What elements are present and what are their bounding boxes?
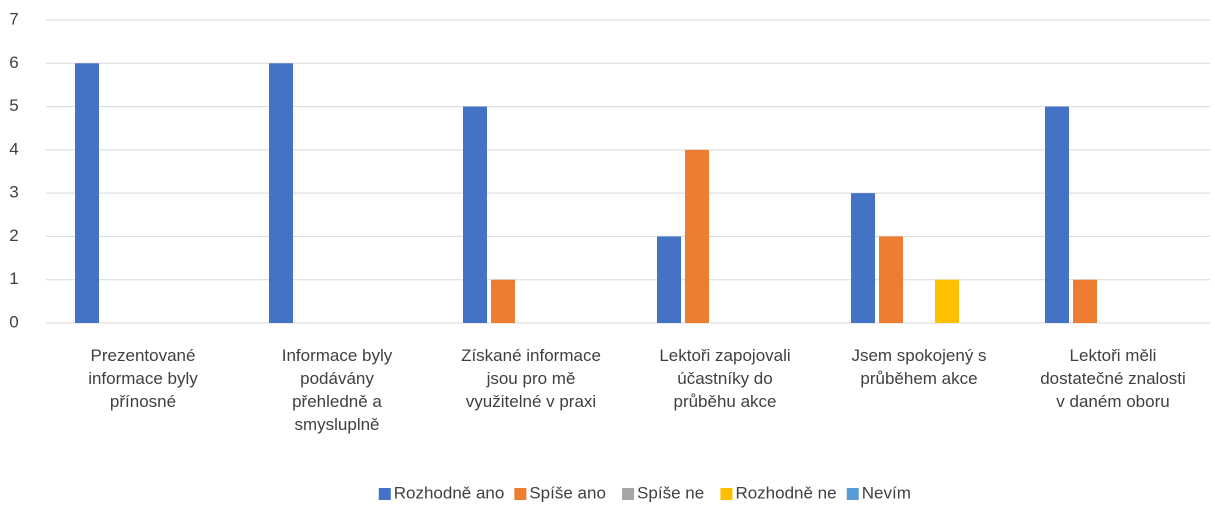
y-tick-label: 6 — [9, 53, 18, 72]
x-tick-label: Lektoři zapojovali účastníky do průběhu ak… — [659, 346, 790, 411]
x-tick-label: Prezentované informace byly přínosné — [88, 346, 198, 411]
bar — [491, 279, 515, 323]
legend-label: Spíše ne — [637, 483, 704, 502]
y-tick-label: 5 — [9, 96, 18, 115]
bar — [851, 193, 875, 323]
legend-swatch — [378, 488, 391, 500]
y-tick-label: 0 — [9, 312, 18, 331]
legend-label: Nevím — [862, 483, 911, 502]
bar — [1045, 106, 1069, 323]
y-tick-label: 7 — [9, 9, 18, 28]
y-tick-label: 3 — [9, 183, 18, 202]
legend-label: Spíše ano — [529, 483, 606, 502]
bar — [269, 63, 293, 324]
bar — [1073, 279, 1097, 323]
x-tick-label: Jsem spokojený s průběhem akce — [851, 346, 986, 388]
legend-swatch — [514, 488, 527, 500]
y-tick-label: 1 — [9, 269, 18, 288]
bar — [657, 236, 681, 323]
x-tick-label: Získané informace jsou pro mě využitelné v… — [461, 346, 601, 411]
x-tick-label: Lektoři měli dostatečné znalosti v daném o… — [1040, 346, 1186, 411]
legend-swatch — [846, 488, 859, 500]
x-tick-label: Informace byly podávány přehledně a smyslup… — [282, 346, 393, 434]
legend-label: Rozhodně ne — [735, 483, 836, 502]
bar — [685, 149, 709, 323]
y-tick-label: 4 — [9, 139, 18, 158]
legend-swatch — [622, 488, 635, 500]
legend-label: Rozhodně ano — [394, 483, 505, 502]
legend-swatch — [720, 488, 733, 500]
bar — [463, 106, 487, 323]
bar — [935, 279, 959, 323]
bar — [879, 236, 903, 323]
y-tick-label: 2 — [9, 226, 18, 245]
bar — [75, 63, 99, 324]
